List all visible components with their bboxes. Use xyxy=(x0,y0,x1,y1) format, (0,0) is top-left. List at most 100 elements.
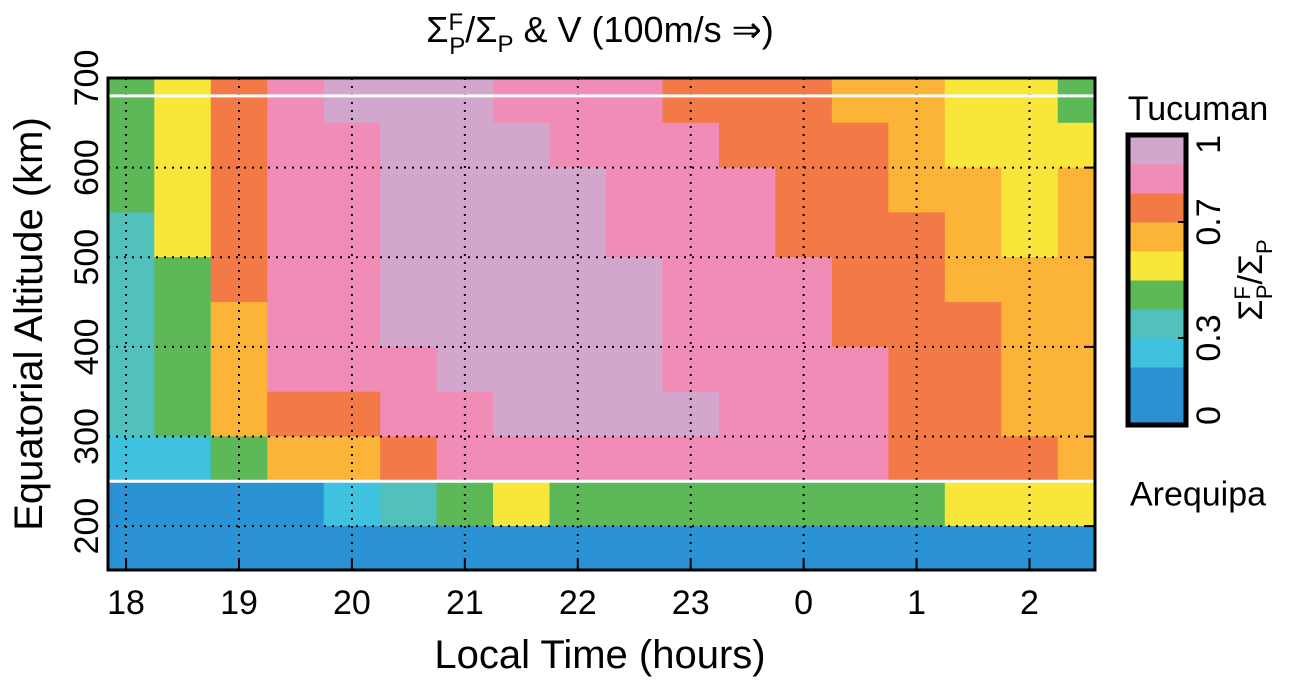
contour-cell xyxy=(718,78,776,124)
contour-cell xyxy=(606,436,663,482)
contour-cell xyxy=(831,212,889,258)
x-tick-label: 2 xyxy=(1020,584,1039,622)
contour-cell xyxy=(888,122,946,169)
contour-cell xyxy=(493,346,551,393)
contour-cell xyxy=(380,391,438,437)
contour-cell xyxy=(606,391,663,437)
contour-cell xyxy=(154,122,212,169)
x-tick-label: 21 xyxy=(446,584,484,622)
contour-cell xyxy=(267,167,325,213)
chart-title: ΣF P/ΣP & V (100m/s ⇒) xyxy=(426,9,773,60)
x-tick-label: 22 xyxy=(559,584,597,622)
contour-cell xyxy=(718,122,776,169)
contour-cell xyxy=(549,78,607,124)
title-part: Σ xyxy=(426,9,448,50)
contour-cell xyxy=(718,167,776,213)
contour-cell xyxy=(944,212,1002,258)
x-axis-label: Local Time (hours) xyxy=(434,633,765,677)
contour-cell xyxy=(775,122,833,169)
y-axis-label: Equatorial Altitude (km) xyxy=(7,117,51,531)
contour-cell xyxy=(775,346,833,393)
contour-cell xyxy=(108,78,155,124)
colorbar-band xyxy=(1128,135,1186,165)
contour-cell xyxy=(888,212,946,258)
label-part: /Σ xyxy=(1232,254,1270,284)
contour-cell xyxy=(944,257,1002,303)
contour-cell xyxy=(380,78,438,124)
contour-cell xyxy=(267,302,325,348)
colorbar-band xyxy=(1128,396,1186,426)
x-tick-label: 19 xyxy=(220,584,258,622)
contour-cell xyxy=(380,526,438,570)
contour-cell xyxy=(662,302,720,348)
contour-cell xyxy=(606,122,663,169)
contour-cell xyxy=(944,436,1002,482)
contour-cell xyxy=(831,167,889,213)
contour-cell xyxy=(831,481,889,527)
contour-cell xyxy=(1057,257,1095,303)
contour-cell xyxy=(323,346,381,393)
contour-cell xyxy=(210,122,268,169)
contour-cell xyxy=(210,212,268,258)
contour-cell xyxy=(944,346,1002,393)
contour-cell xyxy=(662,122,720,169)
colorbar-tick-label: 1 xyxy=(1190,135,1228,154)
label-part: P xyxy=(1252,239,1277,254)
contour-cell xyxy=(323,302,381,348)
y-tick-label: 400 xyxy=(68,318,106,375)
contour-cell xyxy=(210,346,268,393)
colorbar-label: ΣFP/ΣP xyxy=(1230,239,1277,320)
contour-cell xyxy=(831,302,889,348)
contour-cell xyxy=(606,212,663,258)
contour-cell xyxy=(380,436,438,482)
contour-cell xyxy=(436,346,494,393)
title-part: P xyxy=(449,33,465,60)
x-tick-label: 23 xyxy=(672,584,710,622)
contour-cell xyxy=(1057,436,1095,482)
contour-cell xyxy=(1057,167,1095,213)
contour-cell xyxy=(323,436,381,482)
contour-cell xyxy=(718,526,776,570)
contour-cell xyxy=(1057,302,1095,348)
contour-cell xyxy=(210,436,268,482)
contour-cell xyxy=(944,122,1002,169)
contour-cell xyxy=(108,436,155,482)
contour-cell xyxy=(944,302,1002,348)
contour-cell xyxy=(154,212,212,258)
contour-cell xyxy=(606,481,663,527)
contour-cell xyxy=(606,346,663,393)
contour-cell xyxy=(662,78,720,124)
contour-cell xyxy=(944,526,1002,570)
contour-cell xyxy=(831,346,889,393)
label-part: P xyxy=(1252,284,1277,299)
title-part: /Σ xyxy=(465,9,497,50)
contour-cell xyxy=(1001,122,1059,169)
contour-cell xyxy=(888,78,946,124)
contour-cell xyxy=(718,302,776,348)
contour-cell xyxy=(210,78,268,124)
contour-cell xyxy=(154,78,212,124)
contour-cell xyxy=(267,346,325,393)
contour-cell xyxy=(210,302,268,348)
contour-cell xyxy=(831,526,889,570)
contour-cell xyxy=(108,167,155,213)
contour-cell xyxy=(108,391,155,437)
contour-cell xyxy=(662,436,720,482)
contour-cell xyxy=(718,346,776,393)
contour-cell xyxy=(1057,212,1095,258)
title-part: P xyxy=(497,31,513,58)
x-tick-label: 18 xyxy=(107,584,145,622)
contour-cell xyxy=(436,78,494,124)
contour-cell xyxy=(1057,526,1095,570)
x-tick-label: 1 xyxy=(907,584,926,622)
y-tick-label: 200 xyxy=(68,498,106,555)
contour-cell xyxy=(267,436,325,482)
contour-cell xyxy=(267,78,325,124)
contour-cell xyxy=(154,302,212,348)
contour-cell xyxy=(436,212,494,258)
contour-cell xyxy=(267,122,325,169)
contour-cell xyxy=(493,526,551,570)
contour-cell xyxy=(944,481,1002,527)
label-part: F xyxy=(1230,286,1255,299)
y-tick-label: 700 xyxy=(68,50,106,107)
